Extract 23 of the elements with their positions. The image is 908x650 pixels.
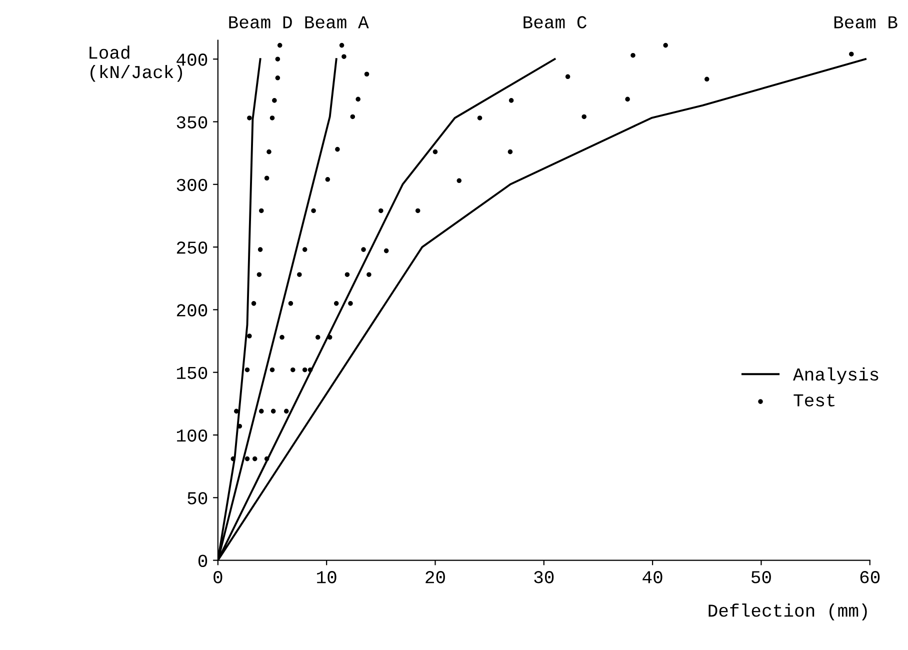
y-tick-label: 200 — [176, 304, 208, 316]
y-tick-label: 50 — [188, 492, 208, 504]
y-tick-label: 250 — [176, 242, 208, 254]
y-tick-label: 0 — [198, 554, 208, 568]
y-tick-label: 400 — [176, 54, 208, 66]
x-tick-label: 60 — [860, 571, 880, 584]
y-tick-label: 150 — [176, 366, 208, 380]
y-tick-label: 100 — [176, 429, 208, 442]
legend-label: Test — [794, 394, 834, 406]
x-tick-label: 50 — [752, 571, 771, 584]
y-tick-label: 300 — [176, 178, 208, 192]
x-tick-label: 10 — [317, 571, 336, 584]
text: Beam A — [305, 16, 369, 28]
text: Beam D — [229, 16, 292, 28]
legend-label: Analysis — [793, 367, 878, 384]
x-tick-label: 30 — [534, 571, 554, 584]
x-tick-label: 40 — [642, 571, 662, 584]
x-tick-label: 20 — [426, 571, 445, 584]
text: Beam C — [524, 16, 586, 28]
x-tick-label: 0 — [214, 571, 222, 584]
text: Beam B — [834, 16, 898, 28]
x-axis-title: Deflection (mm) — [708, 604, 867, 620]
y-tick-label: 350 — [176, 116, 208, 128]
